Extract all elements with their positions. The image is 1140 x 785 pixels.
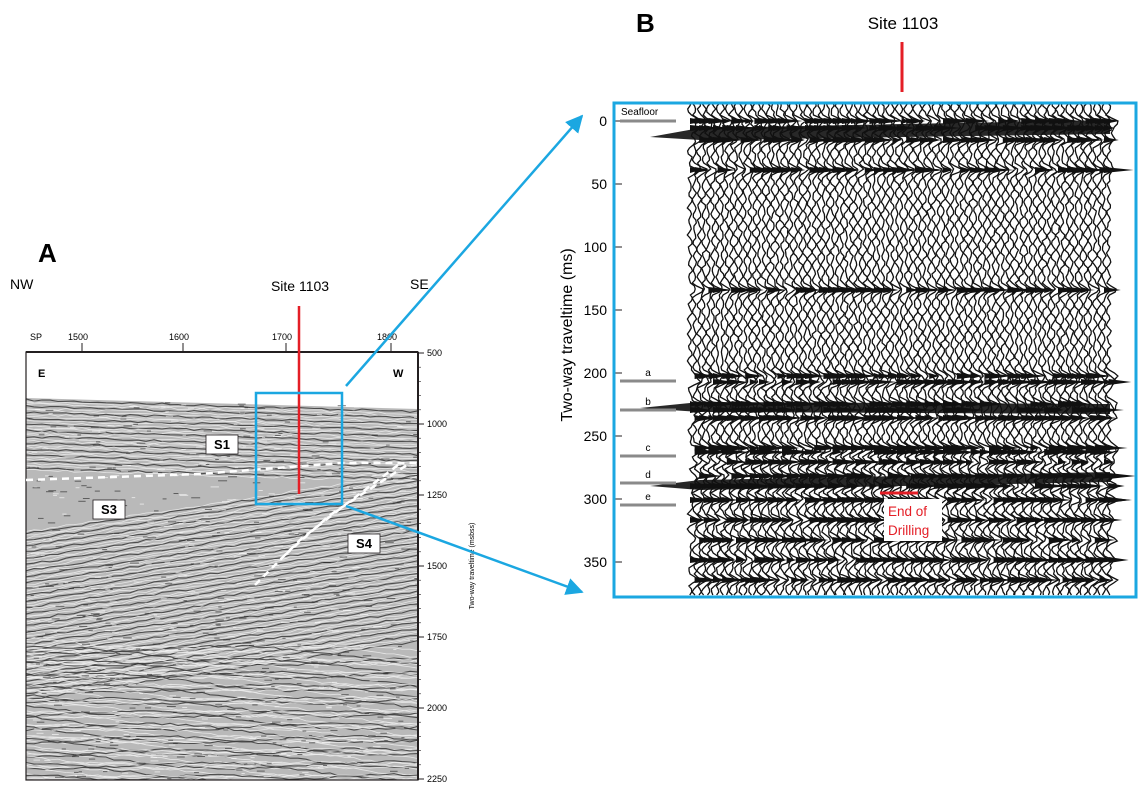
svg-text:S1: S1 (214, 437, 230, 452)
time-b-tick-label: 150 (584, 302, 608, 318)
seismic-profile-texture-icon (26, 352, 418, 780)
panel-b-site-label: Site 1103 (868, 14, 939, 33)
time-axis-b-ticks: 0 50 100 150 200 250 300 350 (584, 113, 622, 570)
panel-a: A NW SE Site 1103 SP 1500 1600 1700 1800 E … (10, 238, 476, 784)
sp-tick-label: 1800 (377, 332, 397, 342)
time-b-tick-label: 100 (584, 239, 608, 255)
time-a-tick-label: 1000 (427, 419, 447, 429)
horizon-marker-label: d (645, 470, 651, 481)
inner-label-e: E (38, 368, 45, 380)
svg-text:S4: S4 (356, 536, 373, 551)
horizon-marker-label: c (646, 443, 651, 454)
time-b-tick-label: 300 (584, 491, 608, 507)
time-a-tick-label: 500 (427, 348, 442, 358)
panel-a-letter: A (38, 238, 57, 268)
panel-b-letter: B (636, 8, 655, 38)
direction-se-label: SE (410, 276, 429, 292)
time-a-tick-label: 2000 (427, 703, 447, 713)
sp-axis-ticks: 1500 1600 1700 1800 (68, 332, 397, 352)
time-b-tick-label: 0 (599, 113, 607, 129)
panel-a-site-label: Site 1103 (271, 278, 329, 294)
boundary-s1-s3-dashed-line-icon (25, 461, 418, 482)
zoom-arrow-upper-icon (345, 114, 584, 387)
time-axis-a-ticks: 500 1000 1250 1500 1750 2000 2250 (418, 348, 447, 784)
wiggle-trace-texture-icon (640, 103, 1136, 596)
time-a-tick-label: 1500 (427, 561, 447, 571)
svg-text:S3: S3 (101, 502, 117, 517)
unit-label-s1: S1 (205, 434, 239, 455)
seafloor-label: Seafloor (621, 107, 659, 118)
unit-label-s4: S4 (347, 533, 381, 554)
sp-axis-prefix: SP (30, 332, 42, 342)
time-a-tick-label: 1250 (427, 490, 447, 500)
horizon-marker-label: e (645, 492, 651, 503)
boundary-s4-upper-dashed-line-icon (284, 461, 411, 556)
sp-tick-label: 1700 (272, 332, 292, 342)
end-of-drilling-label-line2: Drilling (888, 523, 929, 538)
zoom-box-icon (254, 391, 344, 506)
time-axis-a-label: Two-way traveltime (msbss) (469, 523, 476, 610)
zoom-arrow-lower-icon (345, 504, 584, 595)
time-b-tick-label: 50 (591, 176, 607, 192)
sp-tick-label: 1600 (169, 332, 189, 342)
time-b-tick-label: 200 (584, 365, 608, 381)
direction-nw-label: NW (10, 276, 34, 292)
end-of-drilling-backdrop (884, 499, 942, 541)
horizon-marker-label: a (645, 368, 651, 379)
horizon-markers: a b c de (620, 368, 676, 507)
unit-label-s3: S3 (92, 499, 126, 520)
time-a-tick-label: 2250 (427, 774, 447, 784)
panel-b: B Site 1103 Two-way traveltime (ms) 0 50 1… (559, 8, 1138, 599)
time-axis-b-label: Two-way traveltime (ms) (559, 248, 576, 421)
sp-tick-label: 1500 (68, 332, 88, 342)
time-b-tick-label: 250 (584, 428, 608, 444)
time-a-tick-label: 1750 (427, 632, 447, 642)
horizon-marker-label: b (645, 397, 651, 408)
end-of-drilling-label-line1: End of (888, 504, 927, 519)
time-b-tick-label: 350 (584, 554, 608, 570)
panel-b-frame (612, 101, 1138, 599)
inner-label-w: W (393, 368, 404, 380)
